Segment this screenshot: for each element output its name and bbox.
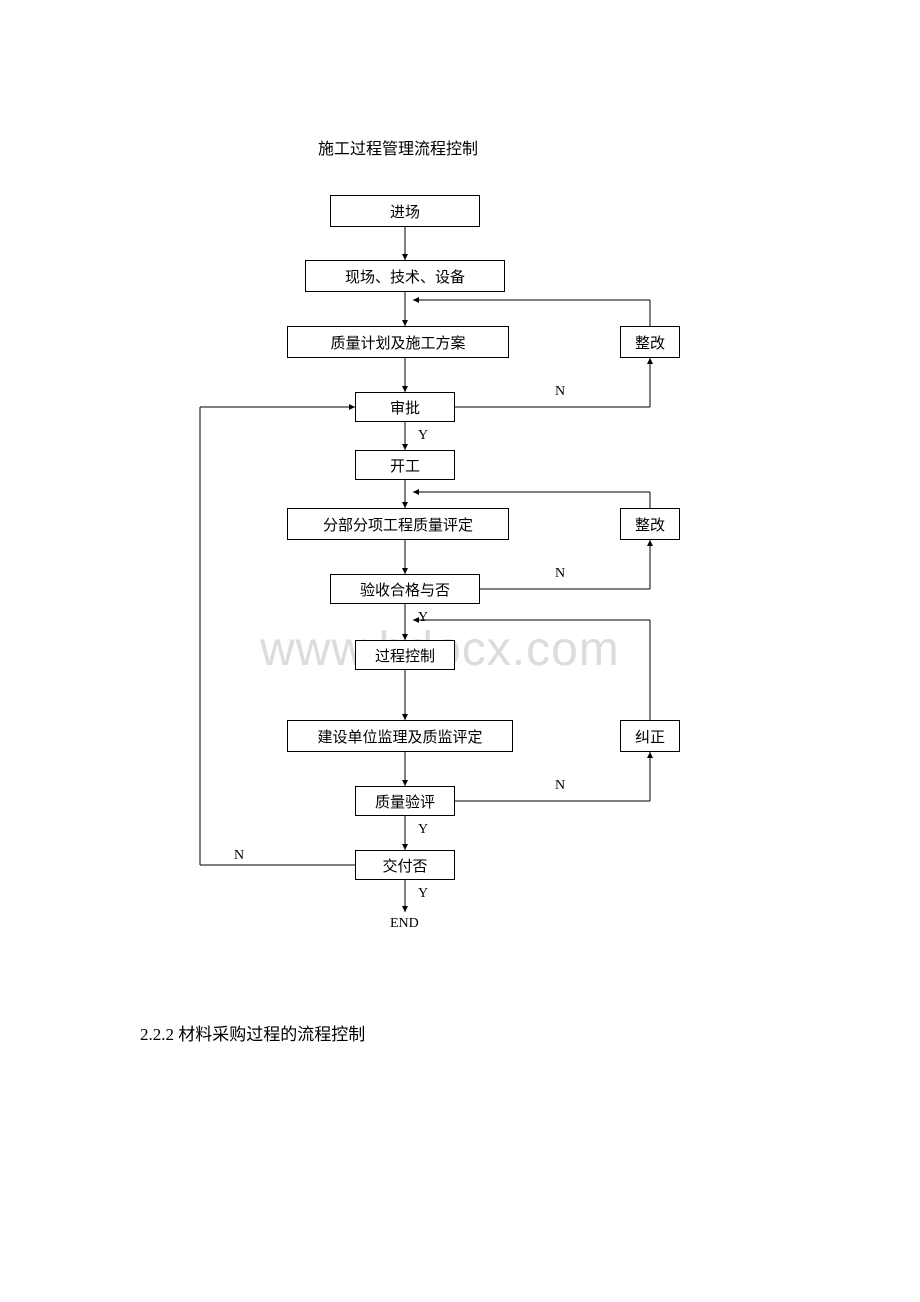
section-title: 2.2.2 材料采购过程的流程控制 [140, 1020, 365, 1045]
node-quality-evaluation: 质量验评 [355, 786, 455, 816]
edge-label-y4: Y [418, 886, 428, 902]
node-quality-plan: 质量计划及施工方案 [287, 326, 509, 358]
edge-label-n3: N [555, 778, 565, 794]
flowchart-title: 施工过程管理流程控制 [318, 135, 478, 159]
edge-label-y2: Y [418, 610, 428, 626]
node-site-tech-equipment: 现场、技术、设备 [305, 260, 505, 292]
node-process-control: 过程控制 [355, 640, 455, 670]
node-rectify-2: 整改 [620, 508, 680, 540]
node-start-work: 开工 [355, 450, 455, 480]
edge-label-n4: N [234, 848, 244, 864]
node-acceptance-check: 验收合格与否 [330, 574, 480, 604]
node-end: END [390, 916, 419, 932]
node-approval: 审批 [355, 392, 455, 422]
node-supervision-assessment: 建设单位监理及质监评定 [287, 720, 513, 752]
node-correct: 纠正 [620, 720, 680, 752]
edge-label-y1: Y [418, 428, 428, 444]
node-entrance: 进场 [330, 195, 480, 227]
node-quality-assessment: 分部分项工程质量评定 [287, 508, 509, 540]
edge-label-n2: N [555, 566, 565, 582]
edge-label-y3: Y [418, 822, 428, 838]
node-delivery-check: 交付否 [355, 850, 455, 880]
node-rectify-1: 整改 [620, 326, 680, 358]
edge-label-n1: N [555, 384, 565, 400]
